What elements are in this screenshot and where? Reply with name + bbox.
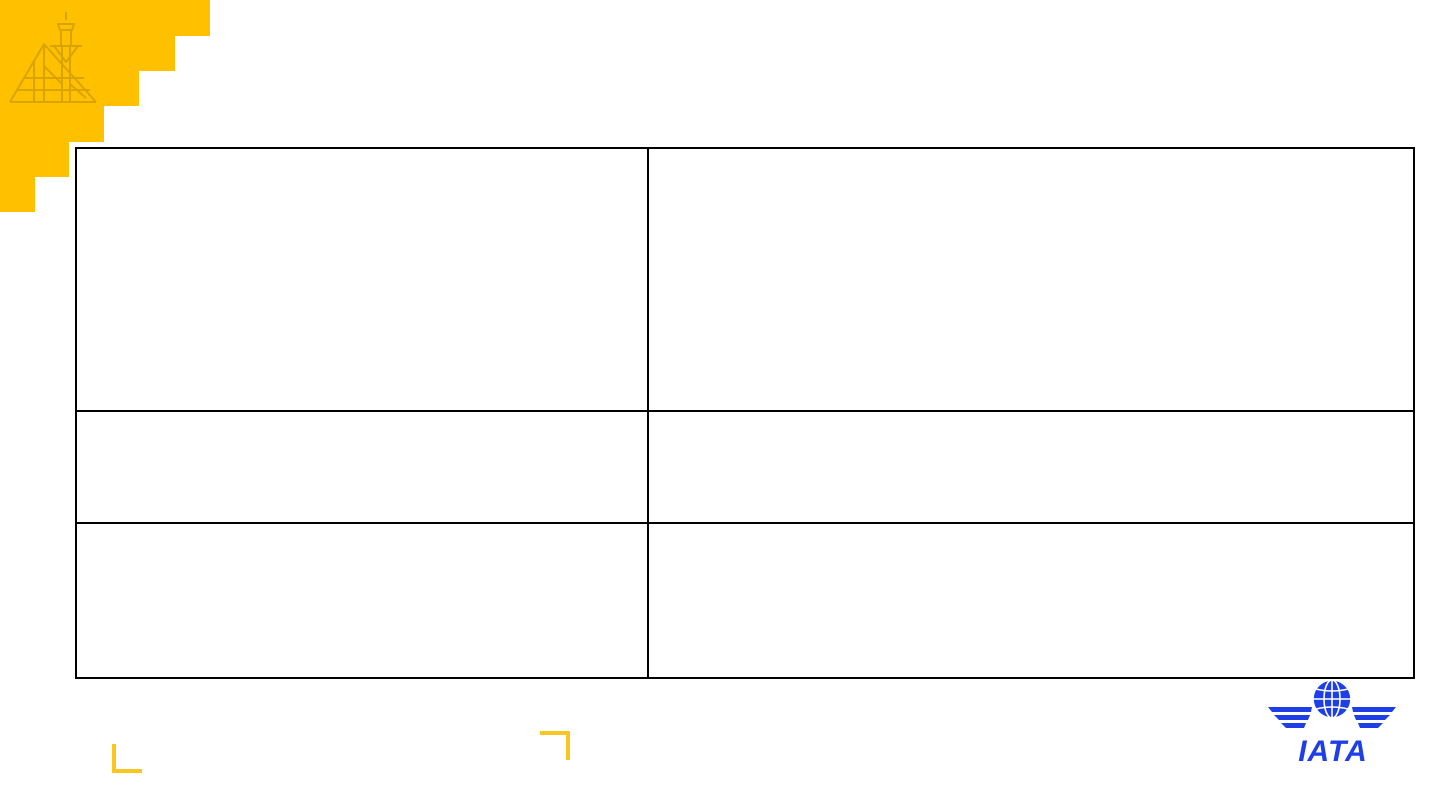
iata-logo-text: IATA [1298,735,1368,765]
table-cell-right [647,522,1415,679]
globe-icon [1312,679,1352,719]
table-cell-left [75,147,649,412]
table-row [75,522,1415,679]
bracket-top-right-icon [540,731,570,760]
table-cell-right [647,410,1415,524]
wing-right-icon [1352,707,1396,728]
content-table [75,147,1415,679]
table-cell-right [647,147,1415,412]
table-row [75,147,1415,412]
table-cell-left [75,522,649,679]
control-tower-icon [9,12,97,103]
bracket-bottom-left-icon [112,744,142,773]
table-row [75,410,1415,524]
table-cell-left [75,410,649,524]
iata-logo: IATA [1268,679,1396,765]
corner-decoration [0,0,210,212]
wing-left-icon [1268,707,1312,728]
